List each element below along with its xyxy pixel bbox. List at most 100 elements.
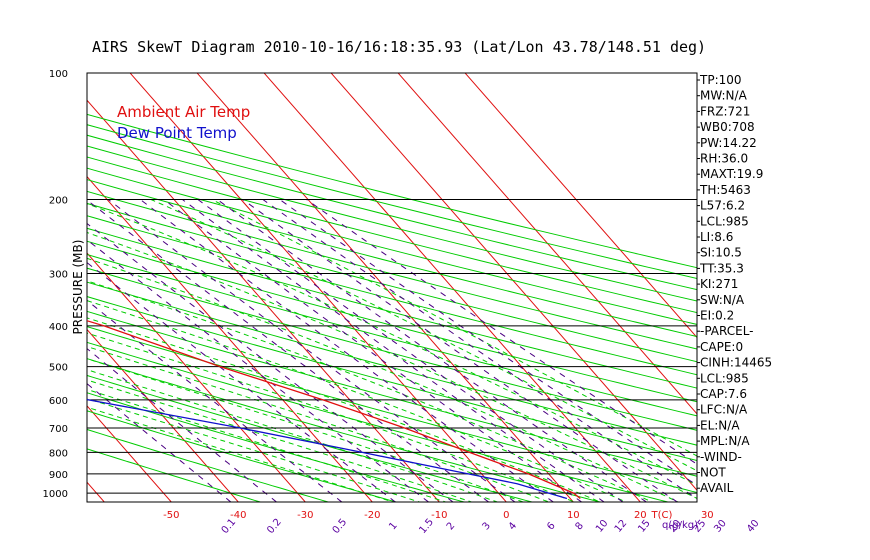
index-value: LI:8.6 xyxy=(700,230,733,244)
mixing-ratio-line xyxy=(242,199,678,502)
dry-adiabat-line xyxy=(87,358,603,502)
pressure-tick-label: 800 xyxy=(49,448,68,459)
pressure-tick-label: 300 xyxy=(49,269,68,280)
moist-adiabat-line xyxy=(87,332,576,502)
mixing-ratio-line xyxy=(87,199,489,502)
dry-adiabat-line xyxy=(87,392,467,502)
index-value: MPL:N/A xyxy=(700,434,750,448)
y-axis-label: PRESSURE (MB) xyxy=(71,240,85,335)
dry-adiabat-line xyxy=(87,240,697,403)
mixing-ratio-line xyxy=(163,199,582,502)
dry-adiabat-line xyxy=(87,179,697,338)
bottom-temp-tick-label: 20 xyxy=(634,510,647,521)
pressure-tick-label: 700 xyxy=(49,424,68,435)
pressure-tick-label: 100 xyxy=(49,69,68,80)
plot-frame xyxy=(86,72,698,503)
bottom-temp-tick-label: 0 xyxy=(503,510,509,521)
isotherm-line xyxy=(87,252,306,502)
dry-adiabat-line xyxy=(87,167,697,325)
mixing-ratio-line xyxy=(87,383,232,502)
index-value: MAXT:19.9 xyxy=(700,167,763,181)
isotherm-grid xyxy=(0,54,697,511)
mixing-ratio-label: 2 xyxy=(445,520,458,532)
bottom-temp-tick-label: 10 xyxy=(567,510,580,521)
isotherm-line xyxy=(0,54,45,511)
dry-adiabat-line xyxy=(87,156,697,314)
index-value: MW:N/A xyxy=(700,89,748,103)
bottom-temperature-axis: -50 -40 -30 -20 -10 0 10 20 30 T(C) xyxy=(163,510,714,521)
isotherm-line xyxy=(464,73,697,339)
mixing-ratio-line xyxy=(197,199,624,502)
dry-adiabat-line xyxy=(87,341,670,502)
mixing-ratio-line xyxy=(87,222,454,502)
isobar-grid xyxy=(87,72,697,494)
chart-title: AIRS SkewT Diagram 2010-10-16/16:18:35.9… xyxy=(92,38,706,56)
dry-adiabat-line xyxy=(87,253,697,417)
dry-adiabat-line xyxy=(87,134,697,291)
moist-adiabat-line xyxy=(87,280,654,502)
moist-adiabat-line xyxy=(87,346,551,502)
index-value: CAPE:0 xyxy=(700,340,743,354)
pressure-tick-label: 200 xyxy=(49,195,68,206)
index-value: EL:N/A xyxy=(700,418,740,432)
dry-adiabat-line xyxy=(87,202,697,363)
dry-adiabat-line xyxy=(87,428,331,502)
pressure-tick-label: 1000 xyxy=(43,489,68,500)
index-value: PW:14.22 xyxy=(700,136,757,150)
moist-adiabat-line xyxy=(211,199,697,457)
dry-adiabat-line xyxy=(87,281,697,446)
dry-adiabat-line xyxy=(87,326,697,494)
mixing-ratio-line xyxy=(262,199,697,500)
moist-adiabat-line xyxy=(87,398,421,502)
mixing-ratio-label: 8 xyxy=(573,520,586,532)
profile-series xyxy=(87,320,581,500)
index-value: L57:6.2 xyxy=(700,199,745,213)
pressure-axis: 100 200 300 400 500 600 700 800 900 1000 xyxy=(43,69,68,500)
ambient-air-temp-line xyxy=(87,320,581,500)
moist-adiabat-line xyxy=(87,358,525,502)
mixing-ratio-label: 1 xyxy=(387,520,400,532)
dry-adiabat-line xyxy=(87,190,697,350)
dry-adiabat-line xyxy=(87,310,697,477)
pressure-tick-label: 900 xyxy=(49,470,68,481)
moist-adiabat-grid xyxy=(87,199,697,502)
mixing-ratio-unit-label: q(g/kg) xyxy=(662,520,698,531)
pressure-tick-label: 600 xyxy=(49,396,68,407)
mixing-ratio-label: 0.2 xyxy=(265,517,284,536)
bottom-temp-tick-label: -10 xyxy=(431,510,447,521)
bottom-axis-unit-label: T(C) xyxy=(651,510,673,521)
index-value: RH:36.0 xyxy=(700,152,748,166)
dry-adiabat-grid xyxy=(87,113,697,502)
bottom-temp-tick-label: -30 xyxy=(297,510,313,521)
isotherm-line xyxy=(196,73,574,502)
moist-adiabat-line xyxy=(87,317,602,502)
isotherm-line xyxy=(87,481,105,502)
dry-adiabat-line xyxy=(87,448,263,502)
index-value: -PARCEL- xyxy=(700,324,754,338)
index-value: SI:10.5 xyxy=(700,246,742,260)
isotherm-line xyxy=(129,73,507,502)
index-value: TT:35.3 xyxy=(699,261,744,275)
index-value: -WIND- xyxy=(700,450,742,464)
index-value: TP:100 xyxy=(699,73,742,87)
isotherm-line xyxy=(87,328,239,502)
moist-adiabat-line xyxy=(150,199,697,472)
bottom-temp-tick-label: -40 xyxy=(230,510,246,521)
mixing-ratio-label: 4 xyxy=(507,520,520,532)
index-value: KI:271 xyxy=(700,277,738,291)
moist-adiabat-line xyxy=(87,300,628,502)
mixing-ratio-grid xyxy=(87,199,697,502)
isotherm-line xyxy=(87,405,172,502)
moist-adiabat-line xyxy=(87,257,680,502)
mixing-ratio-label: 10 xyxy=(594,518,611,535)
index-value: NOT xyxy=(700,466,726,480)
isotherm-line xyxy=(397,73,697,415)
mixing-ratio-line xyxy=(279,199,697,486)
pressure-tick-label: 400 xyxy=(49,322,68,333)
moist-adiabat-line xyxy=(87,406,395,502)
isotherm-line xyxy=(330,73,697,492)
mixing-ratio-line xyxy=(107,199,516,502)
index-value: SW:N/A xyxy=(700,293,745,307)
